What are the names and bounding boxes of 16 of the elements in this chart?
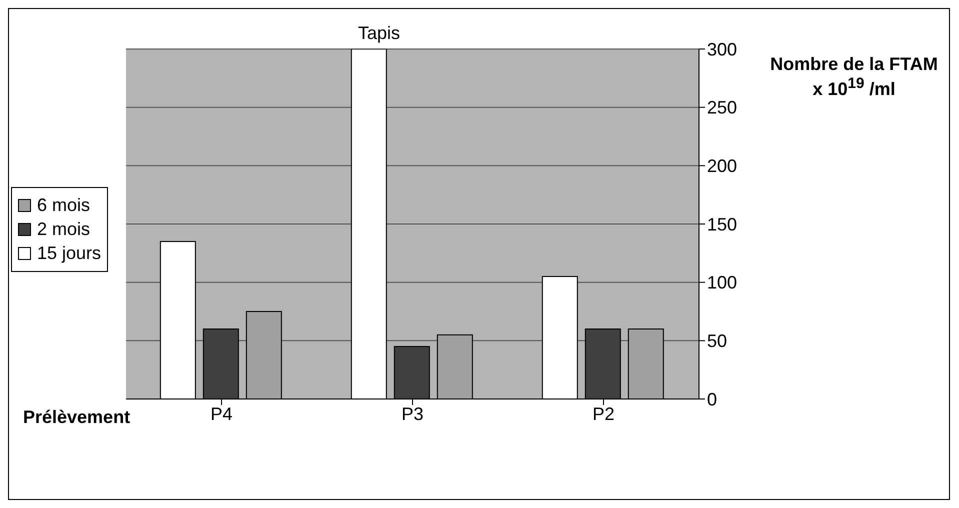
legend-label: 15 jours: [37, 242, 102, 264]
chart-title: Tapis: [358, 23, 400, 43]
x-tick-label: P4: [210, 404, 233, 424]
legend-label: 6 mois: [37, 194, 90, 216]
x-tick-label: P2: [592, 404, 615, 424]
x-tick-label: P3: [402, 404, 424, 424]
y-tick-label: 300: [707, 39, 738, 60]
y-tick-label: 150: [707, 214, 738, 234]
y-tick-label: 0: [707, 389, 718, 410]
y-tick-label: 200: [707, 156, 738, 176]
x-axis-title: Prélèvement: [23, 407, 130, 428]
legend-label: 2 mois: [37, 218, 90, 240]
y-axis-title: Nombre de la FTAM x 10$^{19}$ /ml: [769, 54, 939, 100]
y-tick-label: 50: [707, 331, 728, 352]
y-tick-label: 250: [707, 98, 738, 118]
y-tick-label: 100: [707, 272, 738, 293]
